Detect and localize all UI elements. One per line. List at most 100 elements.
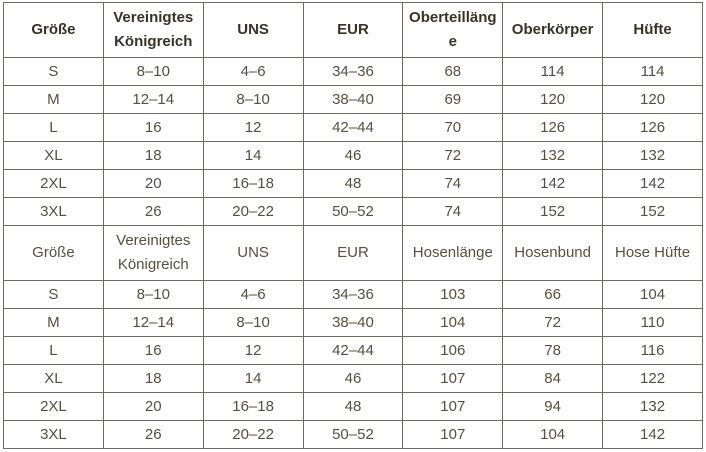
size-table-body: Größe Vereinigtes Königreich UNS EUR Obertei… — [3, 2, 703, 449]
table-cell: 110 — [602, 308, 703, 337]
table-cell: 142 — [502, 169, 604, 198]
table-row: 3XL 26 20–22 50–52 107 104 142 — [3, 420, 703, 449]
table-cell: 42–44 — [302, 113, 404, 142]
table-cell: 20–22 — [202, 420, 304, 449]
table-row: L 16 12 42–44 106 78 116 — [3, 336, 703, 365]
table-cell: 84 — [502, 364, 604, 393]
table-cell: 69 — [402, 85, 504, 114]
table-cell: 16 — [102, 113, 204, 142]
table-cell: 16 — [102, 336, 204, 365]
table-cell: 8–10 — [202, 85, 304, 114]
table-cell: 107 — [402, 420, 504, 449]
table-cell: 106 — [402, 336, 504, 365]
table-cell: 152 — [502, 197, 604, 226]
table-cell: 12 — [202, 113, 304, 142]
table-cell: 152 — [602, 197, 703, 226]
table-cell: 48 — [302, 169, 404, 198]
table-row: M 12–14 8–10 38–40 104 72 110 — [3, 308, 703, 337]
header-cell: UNS — [202, 2, 304, 58]
size-table: Größe Vereinigtes Königreich UNS EUR Obertei… — [3, 2, 703, 449]
header-cell: Hüfte — [602, 2, 703, 58]
table-cell: 46 — [302, 141, 404, 170]
header-cell: Hose Hüfte — [602, 225, 703, 281]
header-cell: Vereinigtes Königreich — [102, 225, 204, 281]
table-cell: 103 — [402, 280, 504, 309]
table-cell: 46 — [302, 364, 404, 393]
table-cell: 132 — [602, 141, 703, 170]
table-row: M 12–14 8–10 38–40 69 120 120 — [3, 85, 703, 114]
table-cell: 66 — [502, 280, 604, 309]
table-cell: 4–6 — [202, 280, 304, 309]
table-cell: S — [3, 280, 104, 309]
table-row: 2XL 20 16–18 48 107 94 132 — [3, 392, 703, 421]
table-cell: 78 — [502, 336, 604, 365]
table-cell: 16–18 — [202, 169, 304, 198]
table-cell: 26 — [102, 420, 204, 449]
table-cell: 12 — [202, 336, 304, 365]
header-row-pants: Größe Vereinigtes Königreich UNS EUR Hosenlä… — [3, 225, 703, 281]
table-cell: 107 — [402, 364, 504, 393]
table-cell: 26 — [102, 197, 204, 226]
header-row-tops: Größe Vereinigtes Königreich UNS EUR Obertei… — [3, 2, 703, 58]
table-cell: 18 — [102, 141, 204, 170]
table-cell: 74 — [402, 169, 504, 198]
table-cell: 20 — [102, 169, 204, 198]
table-cell: 34–36 — [302, 57, 404, 86]
header-cell: Vereinigtes Königreich — [102, 2, 204, 58]
table-row: 3XL 26 20–22 50–52 74 152 152 — [3, 197, 703, 226]
table-row: S 8–10 4–6 34–36 68 114 114 — [3, 57, 703, 86]
table-cell: 12–14 — [102, 85, 204, 114]
table-cell: XL — [3, 364, 104, 393]
table-cell: 18 — [102, 364, 204, 393]
table-cell: 68 — [402, 57, 504, 86]
table-cell: 4–6 — [202, 57, 304, 86]
table-cell: 2XL — [3, 392, 104, 421]
table-cell: 104 — [602, 280, 703, 309]
table-cell: 14 — [202, 141, 304, 170]
table-cell: 34–36 — [302, 280, 404, 309]
table-cell: 50–52 — [302, 420, 404, 449]
table-cell: 120 — [602, 85, 703, 114]
table-cell: 20 — [102, 392, 204, 421]
table-cell: 38–40 — [302, 85, 404, 114]
table-cell: 8–10 — [102, 57, 204, 86]
table-cell: 114 — [502, 57, 604, 86]
table-cell: 70 — [402, 113, 504, 142]
table-row: L 16 12 42–44 70 126 126 — [3, 113, 703, 142]
table-cell: 20–22 — [202, 197, 304, 226]
table-cell: 72 — [402, 141, 504, 170]
table-cell: 2XL — [3, 169, 104, 198]
table-cell: 104 — [502, 420, 604, 449]
table-cell: 126 — [602, 113, 703, 142]
table-cell: 142 — [602, 169, 703, 198]
table-cell: 42–44 — [302, 336, 404, 365]
table-cell: 107 — [402, 392, 504, 421]
header-cell: Oberteillänge — [402, 2, 504, 58]
table-cell: 94 — [502, 392, 604, 421]
table-cell: 126 — [502, 113, 604, 142]
table-cell: 142 — [602, 420, 703, 449]
table-row: XL 18 14 46 72 132 132 — [3, 141, 703, 170]
table-cell: 3XL — [3, 197, 104, 226]
header-cell: Hosenlänge — [402, 225, 504, 281]
header-cell: UNS — [202, 225, 304, 281]
table-cell: XL — [3, 141, 104, 170]
table-cell: 16–18 — [202, 392, 304, 421]
table-cell: 72 — [502, 308, 604, 337]
header-cell: Größe — [3, 2, 104, 58]
header-cell: Hosenbund — [502, 225, 604, 281]
header-cell: Oberkörper — [502, 2, 604, 58]
header-cell: EUR — [302, 225, 404, 281]
table-cell: 132 — [502, 141, 604, 170]
table-cell: L — [3, 113, 104, 142]
table-cell: 12–14 — [102, 308, 204, 337]
table-row: XL 18 14 46 107 84 122 — [3, 364, 703, 393]
table-cell: 116 — [602, 336, 703, 365]
table-cell: 3XL — [3, 420, 104, 449]
table-row: 2XL 20 16–18 48 74 142 142 — [3, 169, 703, 198]
table-cell: 122 — [602, 364, 703, 393]
table-cell: S — [3, 57, 104, 86]
table-cell: M — [3, 308, 104, 337]
header-cell: Größe — [3, 225, 104, 281]
